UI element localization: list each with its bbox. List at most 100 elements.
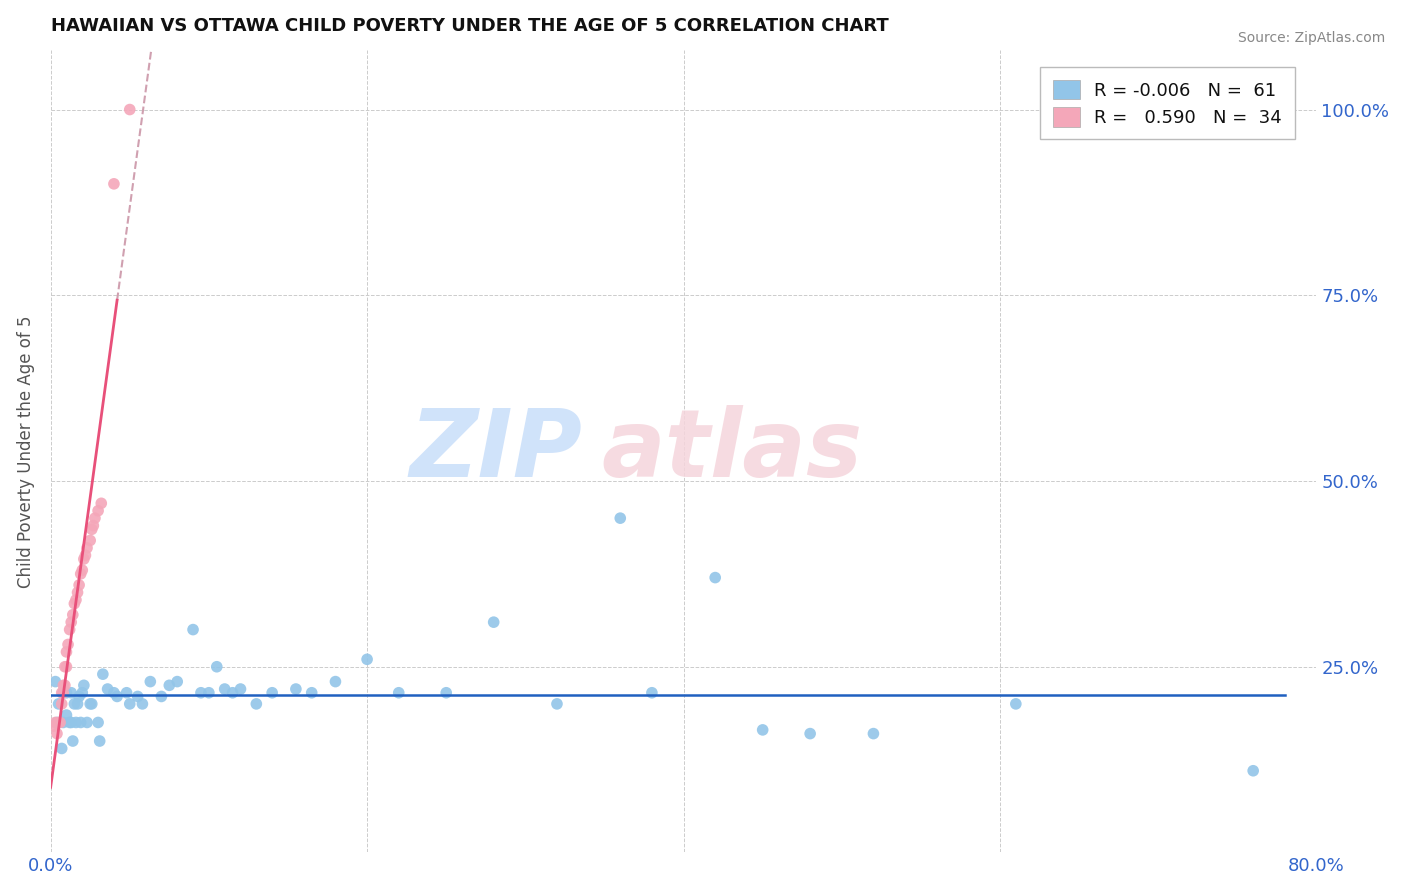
Point [62, 734, 84, 748]
Point [1005, 697, 1028, 711]
Point [67, 690, 90, 704]
Point [63, 697, 86, 711]
Point [799, 726, 821, 740]
Point [60, 715, 83, 730]
Point [115, 686, 138, 700]
Text: atlas: atlas [602, 405, 862, 498]
Point [59, 715, 82, 730]
Point [49, 715, 72, 730]
Point [118, 103, 141, 117]
Point [66, 697, 89, 711]
Text: HAWAIIAN VS OTTAWA CHILD POVERTY UNDER THE AGE OF 5 CORRELATION CHART: HAWAIIAN VS OTTAWA CHILD POVERTY UNDER T… [51, 17, 889, 35]
Point [150, 690, 173, 704]
Point [103, 686, 125, 700]
Point [63, 597, 86, 611]
Point [72, 686, 94, 700]
Point [325, 674, 347, 689]
Point [52, 686, 75, 700]
Text: ZIP: ZIP [409, 405, 582, 498]
Point [641, 686, 664, 700]
Point [73, 678, 96, 692]
Point [72, 563, 94, 577]
Point [91, 667, 114, 681]
Point [89, 734, 111, 748]
Point [79, 533, 101, 548]
Point [1241, 764, 1264, 778]
Point [53, 678, 76, 692]
Point [46, 726, 69, 740]
Point [51, 686, 73, 700]
Legend: R = -0.006   N =  61, R =   0.590   N =  34: R = -0.006 N = 61, R = 0.590 N = 34 [1040, 67, 1295, 139]
Point [482, 615, 505, 629]
Point [221, 686, 243, 700]
Point [262, 686, 284, 700]
Point [127, 690, 149, 704]
Point [55, 659, 77, 673]
Point [67, 578, 90, 592]
Point [118, 697, 141, 711]
Point [80, 522, 103, 536]
Point [51, 741, 73, 756]
Point [73, 552, 96, 566]
Point [82, 518, 104, 533]
Point [434, 686, 457, 700]
Point [205, 659, 228, 673]
Point [65, 593, 87, 607]
Point [131, 697, 153, 711]
Point [60, 686, 83, 700]
Point [84, 511, 107, 525]
Point [356, 652, 378, 666]
Point [42, 719, 65, 733]
Y-axis label: Child Poverty Under the Age of 5: Child Poverty Under the Age of 5 [17, 315, 35, 588]
Point [97, 681, 120, 696]
Point [51, 697, 73, 711]
Point [69, 566, 91, 581]
Point [87, 715, 110, 730]
Point [609, 511, 631, 525]
Point [214, 681, 236, 696]
Point [59, 623, 82, 637]
Point [157, 678, 180, 692]
Point [80, 697, 103, 711]
Point [55, 708, 77, 723]
Point [44, 674, 66, 689]
Point [103, 177, 125, 191]
Point [56, 637, 79, 651]
Point [52, 715, 75, 730]
Point [46, 715, 69, 730]
Point [48, 715, 70, 730]
Point [75, 549, 97, 563]
Point [862, 726, 884, 740]
Point [190, 686, 212, 700]
Text: Source: ZipAtlas.com: Source: ZipAtlas.com [1237, 31, 1385, 45]
Point [87, 504, 110, 518]
Point [52, 678, 75, 692]
Point [105, 690, 128, 704]
Point [76, 541, 98, 555]
Point [55, 645, 77, 659]
Point [388, 686, 411, 700]
Point [62, 607, 84, 622]
Point [52, 686, 75, 700]
Point [60, 615, 83, 629]
Point [704, 571, 727, 585]
Point [44, 715, 66, 730]
Point [69, 715, 91, 730]
Point [90, 496, 112, 510]
Point [181, 623, 204, 637]
Point [301, 686, 323, 700]
Point [53, 659, 76, 673]
Point [65, 715, 87, 730]
Point [79, 697, 101, 711]
Point [166, 674, 188, 689]
Point [198, 686, 221, 700]
Point [751, 723, 773, 737]
Point [139, 674, 162, 689]
Point [284, 681, 307, 696]
Point [76, 715, 98, 730]
Point [229, 681, 252, 696]
Point [66, 585, 89, 599]
Point [546, 697, 568, 711]
Point [245, 697, 267, 711]
Point [48, 697, 70, 711]
